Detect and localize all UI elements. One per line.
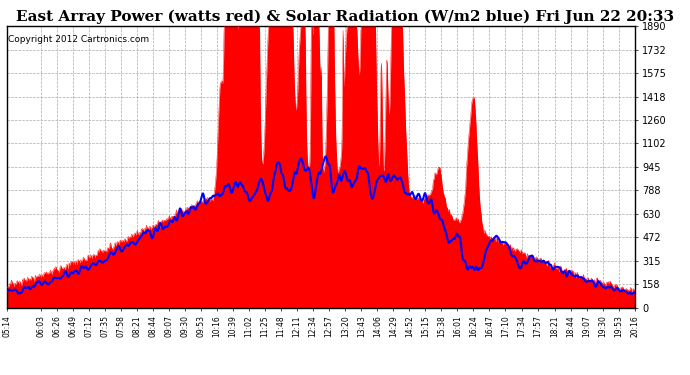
Text: East Array Power (watts red) & Solar Radiation (W/m2 blue) Fri Jun 22 20:33: East Array Power (watts red) & Solar Rad… xyxy=(16,9,674,24)
Text: Copyright 2012 Cartronics.com: Copyright 2012 Cartronics.com xyxy=(8,35,149,44)
